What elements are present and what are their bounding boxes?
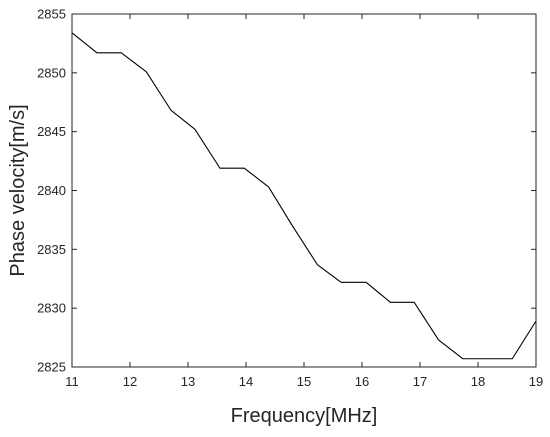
x-tick-label: 15 (297, 374, 311, 389)
y-tick-label: 2850 (37, 65, 66, 80)
y-tick-label: 2825 (37, 360, 66, 375)
x-axis-label: Frequency[MHz] (231, 405, 378, 427)
y-tick-label: 2835 (37, 242, 66, 257)
y-axis-label: Phase velocity[m/s] (7, 104, 29, 276)
x-tick-label: 13 (181, 374, 195, 389)
x-axis-ticks: 11 12 13 14 15 16 17 18 19 (65, 14, 543, 389)
y-tick-label: 2845 (37, 124, 66, 139)
x-tick-label: 11 (65, 374, 79, 389)
x-tick-label: 16 (355, 374, 369, 389)
x-tick-label: 14 (239, 374, 253, 389)
y-tick-label: 2855 (37, 7, 66, 22)
plot-area (72, 14, 536, 367)
axes-box (71, 13, 537, 368)
series-layer (71, 32, 537, 360)
series-line-0 (71, 32, 537, 360)
y-tick-label: 2830 (37, 301, 66, 316)
x-tick-label: 12 (123, 374, 137, 389)
x-tick-label: 19 (529, 374, 543, 389)
x-tick-label: 18 (471, 374, 485, 389)
x-tick-label: 17 (413, 374, 427, 389)
y-tick-label: 2840 (37, 183, 66, 198)
y-axis-ticks: 2825 2830 2835 2840 2845 2850 2855 (37, 7, 536, 375)
